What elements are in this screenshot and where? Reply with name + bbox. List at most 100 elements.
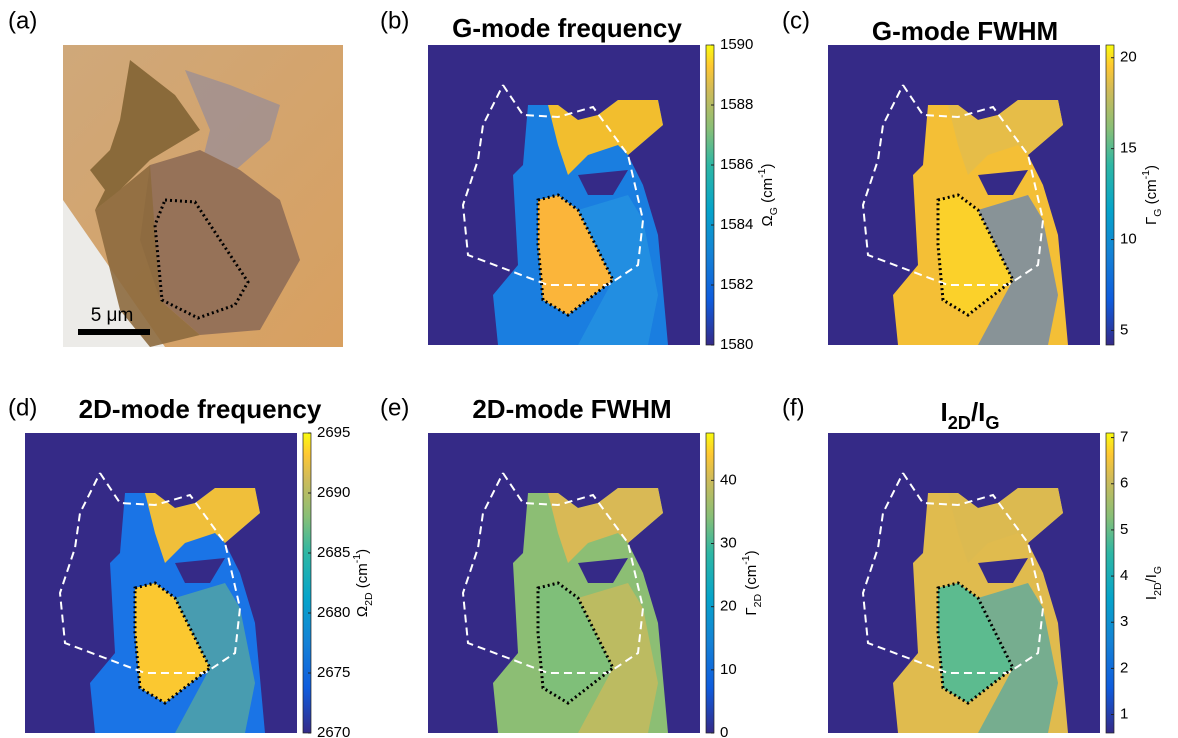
colorbar-label-part: )	[354, 549, 371, 554]
colorbar-label-part: (cm	[743, 565, 760, 594]
panel-title-part: 2D	[948, 413, 971, 433]
panel-title-part: I	[940, 397, 947, 427]
colorbar-label-part: -1	[351, 554, 363, 563]
flake-hole	[978, 170, 1028, 195]
dotted-outline	[936, 581, 1015, 705]
colorbar-tick-label: 1590	[720, 36, 753, 53]
colorbar-label-part: -1	[1140, 170, 1152, 179]
colorbar-label-part: Γ	[743, 607, 760, 615]
colorbar-tick-label: 0	[720, 724, 728, 738]
colorbar-label: ΓG (cm-1)	[1140, 165, 1164, 225]
colorbar-tick-label: 5	[1120, 321, 1128, 338]
colorbar-label-part: (cm	[1143, 179, 1160, 208]
flake-arm	[548, 100, 663, 175]
colorbar-tick-label: 1588	[720, 96, 753, 113]
colorbar-tick-label: 7	[1120, 429, 1128, 446]
colorbar-label: Ω2D (cm-1)	[351, 549, 375, 617]
colorbar-label-part: Γ	[1143, 217, 1160, 225]
colorbar-label: I2D/IG	[1143, 566, 1164, 600]
colorbar-tick-label: 2695	[317, 424, 350, 441]
colorbar	[705, 44, 715, 346]
colorbar-tick-label: 5	[1120, 521, 1128, 538]
colorbar-label-part: 2D	[752, 594, 764, 608]
panel-label: (a)	[8, 7, 37, 34]
panel-label: (f)	[782, 394, 805, 421]
panel-title-part: 2D-mode FWHM	[472, 394, 671, 424]
colorbar-tick-label: 6	[1120, 475, 1128, 492]
scale-bar-label: 5 μm	[91, 305, 134, 326]
colorbar-tick-label: 40	[720, 471, 737, 488]
colorbar-tick-label: 10	[720, 661, 737, 678]
right-region	[978, 195, 1058, 345]
panel-label: (d)	[8, 394, 37, 421]
colorbar-tick-label: 2675	[317, 664, 350, 681]
colorbar-label-part: )	[759, 164, 776, 169]
dotted-outline	[133, 581, 212, 705]
dotted-outline	[936, 193, 1015, 317]
raman-map	[828, 45, 1100, 345]
colorbar-label-part: I	[1143, 596, 1160, 600]
colorbar-label-part: G	[1152, 209, 1164, 217]
colorbar-tick-label: 2670	[317, 724, 350, 738]
colorbar-tick-label: 1	[1120, 706, 1128, 723]
colorbar-label-part: -1	[740, 555, 752, 564]
colorbar-tick-label: 2685	[317, 544, 350, 561]
colorbar-tick-label: 1584	[720, 216, 753, 233]
colorbar	[705, 432, 715, 734]
raman-map	[828, 433, 1100, 733]
colorbar-tick-label: 4	[1120, 567, 1128, 584]
right-region	[578, 583, 658, 733]
raman-map	[428, 433, 700, 733]
colorbar-label-part: (cm	[354, 563, 371, 592]
panel-label: (b)	[380, 7, 409, 34]
colorbar-tick-label: 20	[720, 598, 737, 615]
panel-title-part: G	[985, 413, 999, 433]
colorbar-tick-label: 1580	[720, 336, 753, 353]
colorbar-label-part: 2D	[363, 592, 375, 606]
colorbar-tick-label: 20	[1120, 49, 1137, 66]
panel-title-part: 2D-mode frequency	[79, 394, 322, 424]
flake-hole	[175, 558, 225, 583]
colorbar-tick-label: 2690	[317, 484, 350, 501]
colorbar	[1105, 432, 1115, 734]
flake-hole	[578, 558, 628, 583]
panel-title-part: G-mode frequency	[452, 13, 682, 43]
flake-arm	[145, 488, 260, 563]
panel-title: I2D/IG	[940, 397, 999, 433]
right-region	[175, 583, 255, 733]
panel-label: (c)	[782, 7, 810, 34]
colorbar-label-part: G	[768, 207, 780, 215]
colorbar-tick-label: 2	[1120, 659, 1128, 676]
panel-title-part: G-mode FWHM	[872, 16, 1058, 46]
right-region	[578, 195, 658, 345]
panel-title: 2D-mode frequency	[79, 394, 322, 424]
colorbar-tick-label: 2680	[317, 604, 350, 621]
colorbar	[1105, 44, 1115, 346]
colorbar-tick-label: 15	[1120, 140, 1137, 157]
colorbar-label-part: )	[743, 550, 760, 555]
panel-label: (e)	[380, 394, 409, 421]
colorbar-label-part: G	[1152, 566, 1164, 574]
colorbar-tick-label: 30	[720, 534, 737, 551]
flake-hole	[578, 170, 628, 195]
panel-title-part: /I	[971, 397, 985, 427]
raman-map	[428, 45, 700, 345]
colorbar-tick-label: 10	[1120, 231, 1137, 248]
colorbar-label-part: 2D	[1152, 582, 1164, 596]
flake-arm	[948, 488, 1063, 563]
colorbar-label: ΩG (cm-1)	[756, 164, 780, 227]
colorbar-label-part: Ω	[759, 215, 776, 226]
panel-title: G-mode FWHM	[872, 16, 1058, 46]
optical-image	[63, 45, 343, 347]
colorbar-label-part: )	[1143, 165, 1160, 170]
colorbar-label: Γ2D (cm-1)	[740, 550, 764, 615]
panel-title: G-mode frequency	[452, 13, 682, 43]
flake-arm	[548, 488, 663, 563]
dotted-outline	[536, 581, 615, 705]
raman-map	[25, 433, 297, 733]
flake-arm	[948, 100, 1063, 175]
flake-hole	[978, 558, 1028, 583]
dotted-outline	[536, 193, 615, 317]
colorbar-tick-label: 1582	[720, 276, 753, 293]
